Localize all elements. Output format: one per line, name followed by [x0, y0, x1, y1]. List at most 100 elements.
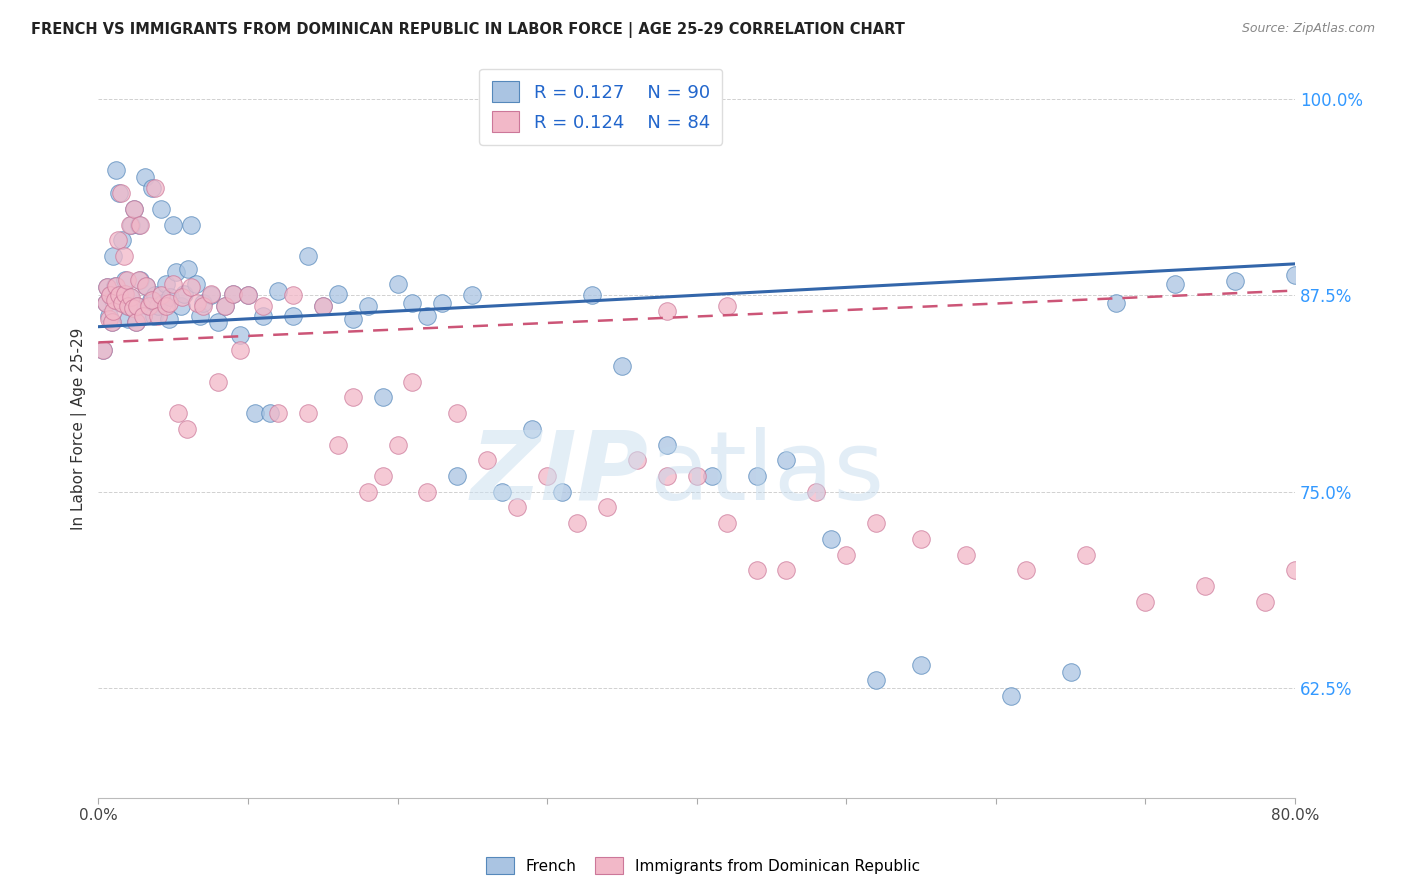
Point	[120, 290, 142, 304]
Point	[955, 548, 977, 562]
Point	[104, 293, 127, 307]
Point	[491, 484, 513, 499]
Point	[180, 280, 202, 294]
Point	[138, 299, 160, 313]
Point	[117, 299, 139, 313]
Point	[245, 406, 267, 420]
Point	[127, 299, 149, 313]
Point	[461, 288, 484, 302]
Point	[655, 469, 678, 483]
Point	[326, 286, 349, 301]
Point	[745, 563, 768, 577]
Point	[200, 288, 222, 302]
Point	[1000, 689, 1022, 703]
Point	[107, 288, 129, 302]
Point	[94, 296, 117, 310]
Point	[114, 286, 136, 301]
Point	[132, 309, 155, 323]
Point	[536, 469, 558, 483]
Point	[125, 315, 148, 329]
Point	[1284, 268, 1306, 282]
Point	[910, 657, 932, 672]
Point	[173, 286, 195, 301]
Point	[165, 265, 187, 279]
Point	[655, 304, 678, 318]
Point	[191, 299, 214, 313]
Point	[177, 261, 200, 276]
Point	[166, 406, 188, 420]
Point	[267, 284, 290, 298]
Point	[506, 500, 529, 515]
Point	[1254, 595, 1277, 609]
Point	[297, 406, 319, 420]
Point	[700, 469, 723, 483]
Point	[281, 309, 304, 323]
Point	[1074, 548, 1097, 562]
Point	[1225, 274, 1247, 288]
Point	[122, 202, 145, 216]
Point	[222, 286, 245, 301]
Point	[143, 288, 166, 302]
Point	[169, 299, 191, 313]
Point	[686, 469, 709, 483]
Point	[229, 343, 252, 358]
Point	[98, 288, 121, 302]
Point	[655, 437, 678, 451]
Point	[1194, 579, 1216, 593]
Point	[152, 296, 174, 310]
Point	[252, 299, 274, 313]
Point	[1015, 563, 1038, 577]
Point	[94, 296, 117, 310]
Point	[139, 293, 162, 307]
Point	[103, 249, 125, 263]
Point	[107, 233, 129, 247]
Point	[184, 277, 207, 292]
Point	[104, 278, 127, 293]
Point	[101, 315, 124, 329]
Point	[150, 288, 173, 302]
Point	[103, 304, 125, 318]
Point	[150, 202, 173, 216]
Point	[865, 673, 887, 688]
Point	[148, 309, 170, 323]
Point	[136, 299, 159, 313]
Point	[128, 218, 150, 232]
Point	[551, 484, 574, 499]
Point	[135, 278, 157, 293]
Point	[111, 233, 134, 247]
Point	[162, 218, 184, 232]
Y-axis label: In Labor Force | Age 25-29: In Labor Force | Age 25-29	[72, 327, 87, 530]
Point	[342, 391, 364, 405]
Point	[236, 288, 259, 302]
Text: FRENCH VS IMMIGRANTS FROM DOMINICAN REPUBLIC IN LABOR FORCE | AGE 25-29 CORRELAT: FRENCH VS IMMIGRANTS FROM DOMINICAN REPU…	[31, 22, 905, 38]
Point	[207, 375, 229, 389]
Point	[1059, 665, 1081, 680]
Point	[188, 309, 211, 323]
Point	[775, 563, 797, 577]
Point	[159, 290, 181, 304]
Point	[446, 469, 468, 483]
Text: ZIP: ZIP	[471, 426, 648, 520]
Point	[91, 343, 114, 358]
Point	[108, 186, 131, 201]
Point	[115, 272, 138, 286]
Point	[125, 315, 148, 329]
Point	[387, 437, 409, 451]
Point	[134, 170, 156, 185]
Point	[121, 301, 143, 315]
Point	[446, 406, 468, 420]
Point	[105, 278, 128, 293]
Point	[112, 249, 135, 263]
Point	[141, 181, 163, 195]
Point	[565, 516, 588, 530]
Point	[326, 437, 349, 451]
Point	[356, 299, 378, 313]
Text: atlas: atlas	[648, 426, 884, 520]
Point	[132, 309, 155, 323]
Point	[214, 299, 236, 313]
Point	[111, 296, 134, 310]
Point	[312, 299, 335, 313]
Point	[267, 406, 290, 420]
Point	[101, 315, 124, 329]
Point	[114, 272, 136, 286]
